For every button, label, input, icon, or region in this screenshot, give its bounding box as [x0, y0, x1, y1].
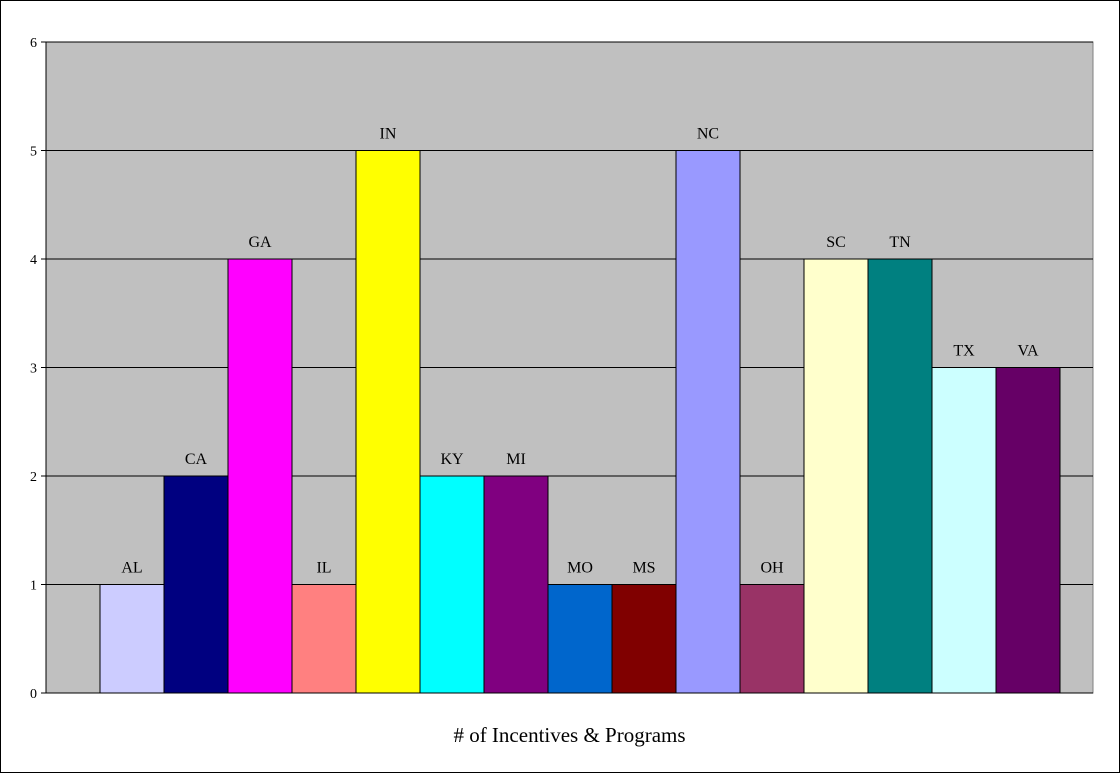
- y-tick-label: 6: [30, 36, 37, 51]
- y-tick-label: 4: [30, 253, 37, 268]
- y-axis-ticks: 0 1 2 3 4 5 6: [30, 36, 46, 702]
- bar-label-va: VA: [1017, 343, 1038, 360]
- bar-label-in: IN: [380, 126, 397, 143]
- bar-label-tn: TN: [889, 234, 911, 251]
- bar-ca: [163, 475, 229, 694]
- bar-oh: [739, 584, 805, 694]
- y-tick-label: 3: [30, 362, 37, 377]
- bar-nc: [675, 150, 741, 694]
- bar-label-sc: SC: [826, 234, 846, 251]
- bar-label-al: AL: [121, 560, 142, 577]
- bar-label-ky: KY: [440, 451, 464, 468]
- bar-label-ms: MS: [632, 560, 655, 577]
- bar-label-tx: TX: [953, 343, 975, 360]
- bar-labels: AL CA GA IL IN KY MI MO MS NC OH SC TN TX VA: [121, 126, 1039, 577]
- x-axis-title: # of Incentives & Programs: [453, 723, 685, 747]
- bar-mo: [547, 584, 613, 694]
- bar-mi: [483, 475, 549, 694]
- y-tick-label: 5: [30, 145, 37, 160]
- bar-label-ca: CA: [185, 451, 208, 468]
- bar-sc: [803, 258, 869, 694]
- bar-ga: [227, 258, 293, 694]
- bar-label-mi: MI: [506, 451, 526, 468]
- bar-label-oh: OH: [760, 560, 784, 577]
- y-tick-label: 2: [30, 470, 37, 485]
- y-tick-label: 1: [30, 579, 37, 594]
- bar-in: [355, 150, 421, 694]
- bar-label-ga: GA: [248, 234, 272, 251]
- bar-label-il: IL: [316, 560, 331, 577]
- bar-ms: [611, 584, 677, 694]
- bar-il: [291, 584, 357, 694]
- bar-label-mo: MO: [567, 560, 593, 577]
- bar-ky: [419, 475, 485, 694]
- bars: [99, 150, 1061, 694]
- bar-al: [99, 584, 165, 694]
- bar-tn: [867, 258, 933, 694]
- bar-va: [995, 367, 1061, 694]
- y-tick-label: 0: [30, 687, 37, 702]
- bar-label-nc: NC: [697, 126, 719, 143]
- bar-tx: [931, 367, 997, 694]
